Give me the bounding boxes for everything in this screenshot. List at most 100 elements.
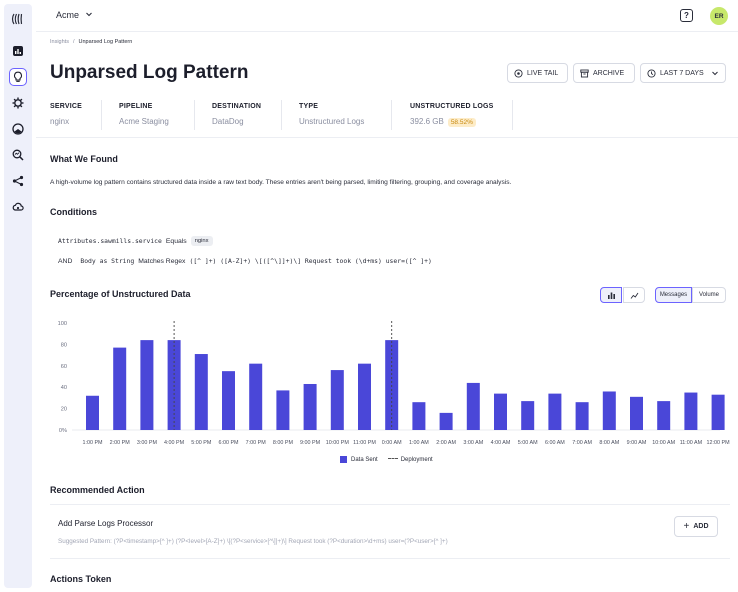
bar-7 [276, 390, 290, 430]
meta-destination-label: DESTINATION [212, 103, 262, 110]
bar-19 [602, 391, 616, 430]
y-tick-label: 100 [58, 321, 67, 327]
add-processor-button[interactable]: + ADD [674, 516, 718, 537]
insights-icon[interactable] [9, 68, 27, 86]
legend-label: Data Sent [351, 457, 378, 464]
meta-unstructured-value: 392.6 GB [410, 117, 444, 126]
x-tick-label: 8:00 AM [599, 440, 619, 446]
cloud-settings-icon[interactable] [9, 198, 27, 216]
meta-destination: DESTINATION DataDog [212, 103, 261, 130]
legend-label: Deployment [400, 456, 433, 463]
x-tick-label: 10:00 PM [326, 440, 350, 446]
bar-12 [412, 402, 426, 430]
chart-heading: Percentage of Unstructured Data [50, 289, 191, 299]
pipeline-nodes-icon[interactable] [9, 172, 27, 190]
divider [512, 100, 513, 130]
x-tick-label: 3:00 AM [463, 440, 483, 446]
condition-and-label: AND [58, 257, 73, 265]
legend-item-deployment[interactable]: Deployment [387, 456, 433, 463]
summary-metadata: SERVICE nginx PIPELINE Acme Staging DEST… [36, 96, 738, 138]
gauge-icon[interactable] [9, 120, 27, 138]
y-tick-label: 60 [61, 364, 67, 370]
clock-icon [647, 68, 656, 78]
breadcrumb-parent[interactable]: Insights [50, 39, 69, 45]
x-tick-label: 11:00 AM [680, 440, 703, 446]
live-tail-button[interactable]: LIVE TAIL [507, 63, 568, 83]
messages-toggle[interactable]: Messages [655, 287, 692, 303]
bar-4 [194, 354, 208, 430]
bar-5 [222, 371, 235, 430]
line-chart-icon [630, 292, 638, 299]
legend-dash [387, 458, 398, 460]
bar-0 [86, 395, 99, 430]
search-analysis-icon[interactable] [9, 146, 27, 164]
archive-label: ARCHIVE [593, 69, 625, 77]
bar-23 [711, 394, 725, 430]
bar-14 [466, 382, 480, 430]
divider [194, 100, 195, 130]
sidebar [4, 4, 32, 588]
page-title: Unparsed Log Pattern [50, 62, 249, 83]
x-tick-label: 7:00 PM [246, 440, 267, 446]
meta-type: TYPE Unstructured Logs [299, 103, 364, 130]
x-tick-label: 6:00 AM [545, 440, 565, 446]
breadcrumb: Insights / Unparsed Log Pattern [50, 39, 132, 45]
meta-type-label: TYPE [299, 103, 319, 110]
divider [50, 504, 730, 505]
chevron-down-icon[interactable] [85, 10, 93, 20]
x-tick-label: 2:00 AM [436, 440, 456, 446]
line-chart-toggle[interactable] [623, 287, 645, 303]
condition-operator: Matches Regex [138, 257, 186, 265]
recommended-action-title: Add Parse Logs Processor [58, 519, 154, 528]
breadcrumb-separator: / [72, 39, 75, 45]
org-selector[interactable]: Acme [56, 10, 80, 20]
meta-unstructured-value-row: 392.6 GB 58.52% [410, 117, 494, 127]
bar-6 [249, 363, 263, 430]
meta-pipeline-value: Acme Staging [119, 117, 169, 126]
meta-pipeline: PIPELINE Acme Staging [119, 103, 169, 130]
plus-icon: + [683, 521, 690, 532]
conditions-heading: Conditions [50, 207, 97, 217]
volume-toggle[interactable]: Volume [692, 287, 726, 303]
live-tail-label: LIVE TAIL [527, 69, 559, 77]
live-tail-icon [514, 68, 523, 78]
archive-button[interactable]: ARCHIVE [573, 63, 635, 83]
recommended-heading: Recommended Action [50, 485, 145, 495]
bar-18 [575, 402, 589, 430]
x-tick-label: 6:00 PM [218, 440, 239, 446]
divider [50, 558, 730, 559]
bar-20 [630, 396, 643, 430]
x-tick-label: 5:00 PM [191, 440, 212, 446]
logo-icon[interactable] [9, 10, 27, 28]
meta-destination-value: DataDog [212, 117, 244, 126]
meta-service-value: nginx [50, 117, 70, 126]
legend-item-data-sent[interactable]: Data Sent [340, 456, 378, 463]
help-icon[interactable]: ? [680, 9, 693, 22]
meta-unstructured-label: UNSTRUCTURED LOGS [410, 103, 494, 110]
actions-token-heading: Actions Token [50, 574, 112, 584]
bar-17 [548, 393, 562, 430]
avatar[interactable]: ER [710, 7, 728, 25]
meta-service-label: SERVICE [50, 103, 83, 110]
x-tick-label: 9:00 PM [300, 440, 321, 446]
bar-13 [439, 412, 453, 430]
x-tick-label: 12:00 PM [707, 440, 730, 446]
condition-value-chip: nginx [190, 236, 213, 246]
divider [391, 100, 392, 130]
x-tick-label: 9:00 AM [627, 440, 647, 446]
top-bar: Acme ? ER [36, 0, 738, 32]
y-tick-label: 0% [59, 428, 67, 434]
condition-row-2: AND Body as String Matches Regex ([^ ]+)… [58, 257, 432, 265]
meta-service: SERVICE nginx [50, 103, 82, 130]
dashboard-icon[interactable] [9, 42, 27, 60]
bar-chart-toggle[interactable] [600, 287, 622, 303]
condition-row-1: Attributes.sawmills.service Equals nginx [58, 236, 213, 246]
found-description: A high-volume log pattern contains struc… [50, 179, 512, 186]
x-tick-label: 10:00 AM [652, 440, 675, 446]
meta-type-value: Unstructured Logs [299, 117, 365, 126]
x-tick-label: 2:00 PM [110, 440, 131, 446]
x-tick-label: 0:00 AM [382, 440, 402, 446]
time-range-select[interactable]: LAST 7 DAYS [640, 63, 726, 83]
bar-15 [494, 393, 507, 430]
settings-gear-icon[interactable] [9, 94, 27, 112]
